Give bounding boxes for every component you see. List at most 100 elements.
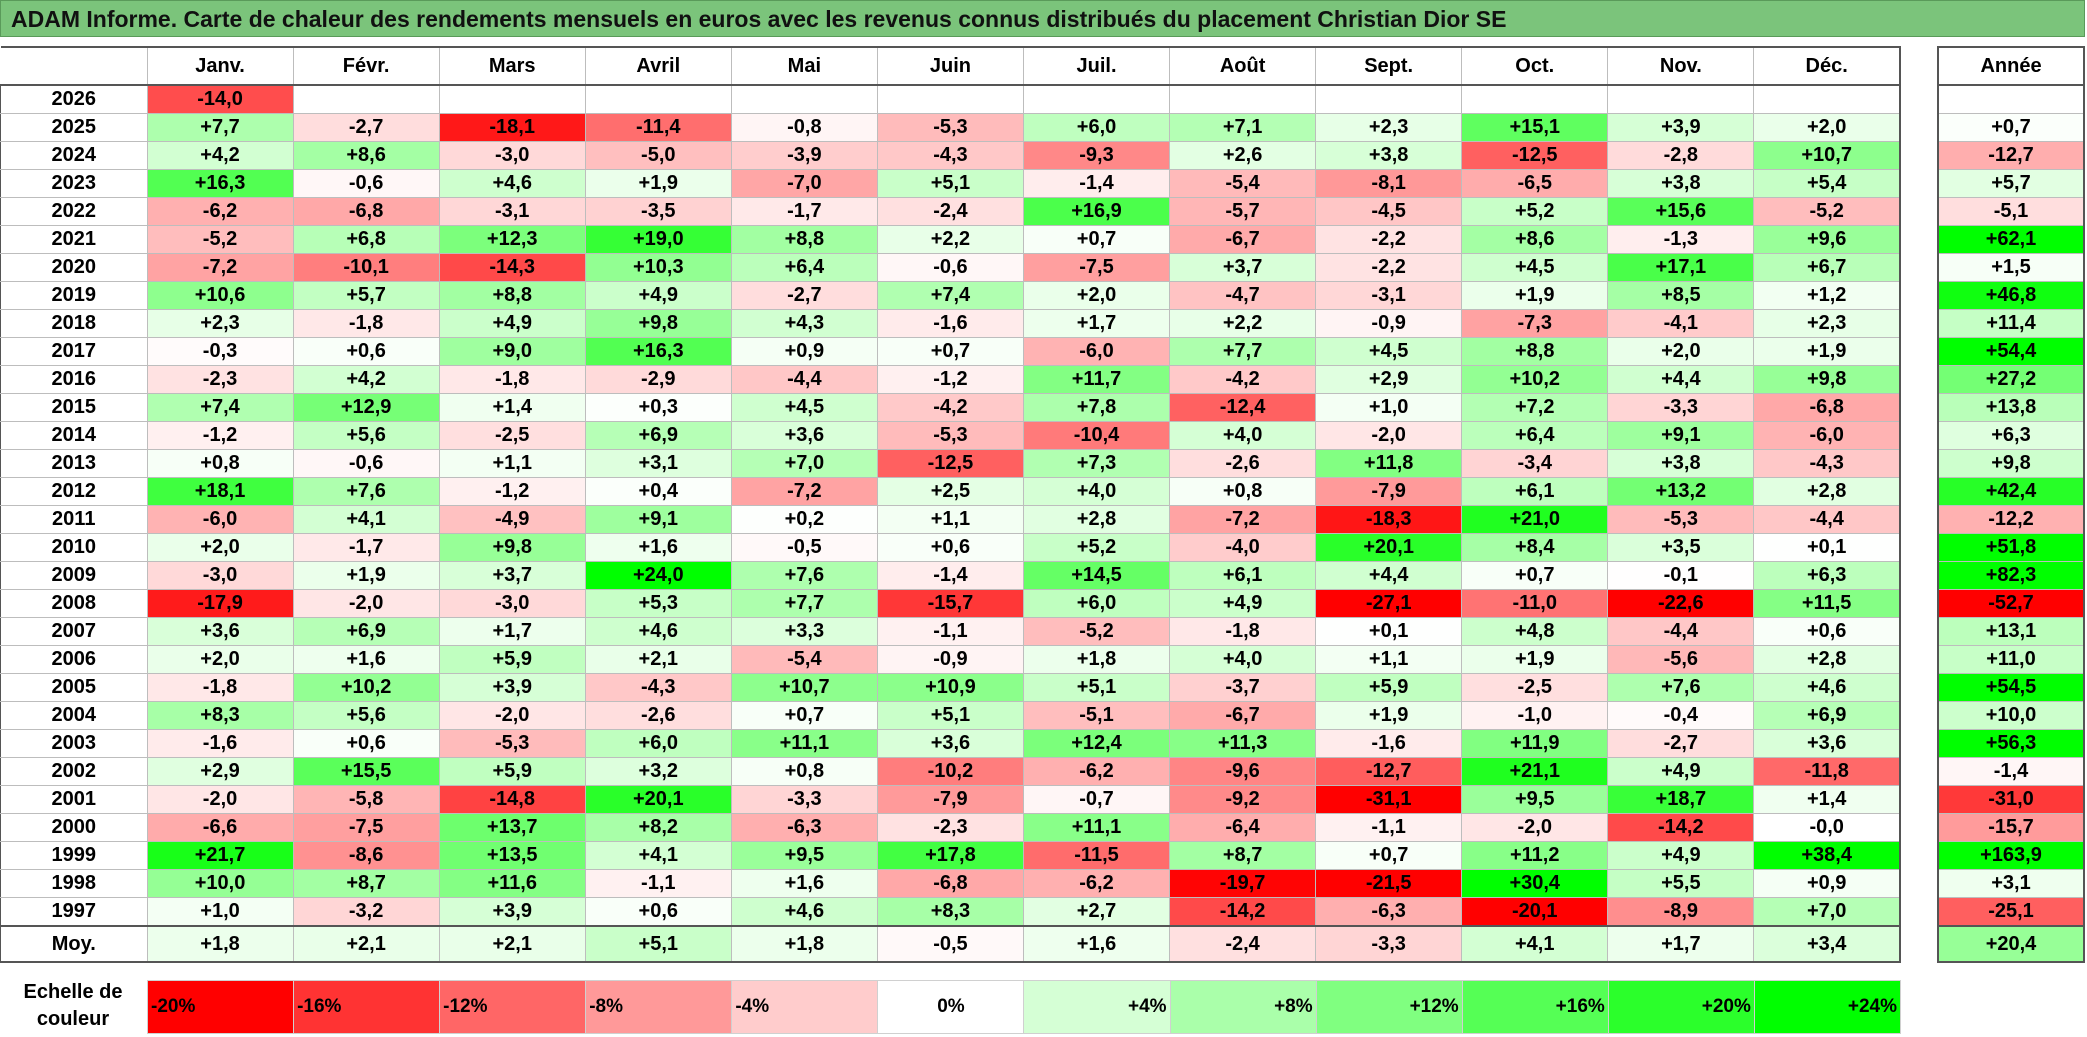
year-label: 2022 xyxy=(0,197,148,226)
annual-row: +11,4 xyxy=(1937,309,2085,338)
month-value-cell: +7,4 xyxy=(876,281,1024,310)
month-value-cell: -5,8 xyxy=(292,785,440,814)
average-value-cell: -3,3 xyxy=(1315,925,1463,963)
year-row: 2020 -7,2 -10,1 -14,3 +10,3 +6,4 -0,6 -7,5 +3,7-… xyxy=(0,253,1902,282)
month-value-cell: +4,9 xyxy=(584,281,732,310)
month-value-cell: -2,0 xyxy=(438,701,586,730)
month-value-cell: -6,0 xyxy=(1022,337,1171,366)
year-label: 2002 xyxy=(0,757,148,786)
month-value-cell: -2,0 xyxy=(1461,813,1609,842)
month-value-cell: +4,9 xyxy=(1607,841,1755,870)
month-value-cell: +4,9 xyxy=(1169,589,1317,618)
month-value-cell: +1,7 xyxy=(438,617,586,646)
annual-value-cell: +82,3 xyxy=(1937,561,2085,590)
annual-value-cell: +9,8 xyxy=(1937,449,2085,478)
month-value-cell: -11,5 xyxy=(1022,841,1171,870)
month-value-cell: -6,2 xyxy=(1022,869,1171,898)
annual-value-cell: +54,4 xyxy=(1937,337,2085,366)
month-value-cell: +1,1 xyxy=(1315,645,1463,674)
month-value-cell: +10,0 xyxy=(146,869,294,898)
month-value-cell: -8,1 xyxy=(1315,169,1463,198)
year-row: 2006 +2,0 +1,6 +5,9 +2,1 -5,4 -0,9 +1,8 +4,0 +1,1… xyxy=(0,645,1902,674)
month-value-cell: +7,6 xyxy=(1607,673,1755,702)
color-scale-step: 0% xyxy=(877,980,1025,1034)
annual-value-cell: +163,9 xyxy=(1937,841,2085,870)
annual-row: -12,7 xyxy=(1937,141,2085,170)
month-value-cell: -3,9 xyxy=(730,141,878,170)
annual-row: +54,5 xyxy=(1937,673,2085,702)
month-value-cell: +14,5 xyxy=(1022,561,1171,590)
month-value-cell: +8,8 xyxy=(730,225,878,254)
month-value-cell: -5,6 xyxy=(1607,645,1755,674)
month-header: Oct. xyxy=(1461,46,1609,86)
month-value-cell: +0,7 xyxy=(1315,841,1463,870)
month-value-cell: +0,7 xyxy=(730,701,878,730)
month-value-cell xyxy=(1607,84,1755,114)
month-value-cell xyxy=(730,84,878,114)
month-value-cell: +8,3 xyxy=(876,897,1024,927)
month-value-cell: +11,1 xyxy=(730,729,878,758)
month-value-cell: +3,2 xyxy=(584,757,732,786)
month-value-cell: +0,9 xyxy=(1753,869,1902,898)
month-header: Sept. xyxy=(1315,46,1463,86)
month-value-cell: -3,0 xyxy=(146,561,294,590)
month-value-cell: +10,2 xyxy=(292,673,440,702)
month-value-cell xyxy=(876,84,1024,114)
month-value-cell: -4,4 xyxy=(1753,505,1902,534)
year-label: 2010 xyxy=(0,533,148,562)
month-header: Févr. xyxy=(292,46,440,86)
annual-value-cell: +0,7 xyxy=(1937,113,2085,142)
month-value-cell: -3,1 xyxy=(438,197,586,226)
annual-row: +82,3 xyxy=(1937,561,2085,590)
month-value-cell: -1,8 xyxy=(292,309,440,338)
month-value-cell: +2,3 xyxy=(1753,309,1902,338)
month-value-cell: +5,9 xyxy=(438,757,586,786)
month-value-cell: -14,2 xyxy=(1607,813,1755,842)
month-value-cell: -5,3 xyxy=(876,421,1024,450)
month-value-cell: -5,2 xyxy=(1753,197,1902,226)
year-label: 2021 xyxy=(0,225,148,254)
month-value-cell: -6,4 xyxy=(1169,813,1317,842)
average-value-cell: +1,8 xyxy=(730,925,878,963)
month-value-cell: -2,3 xyxy=(146,365,294,394)
annual-value-cell xyxy=(1937,84,2085,114)
month-value-cell: -17,9 xyxy=(146,589,294,618)
month-value-cell: +15,6 xyxy=(1607,197,1755,226)
year-row: 2005 -1,8 +10,2 +3,9 -4,3 +10,7 +10,9 +5,1 -3,7 +… xyxy=(0,673,1902,702)
month-value-cell: -2,2 xyxy=(1315,225,1463,254)
month-value-cell: -14,8 xyxy=(438,785,586,814)
annual-row: -15,7 xyxy=(1937,813,2085,842)
year-row: 2001 -2,0 -5,8 -14,8 +20,1 -3,3 -7,9 -0,7 -9,2 -3… xyxy=(0,785,1902,814)
month-value-cell: +7,7 xyxy=(146,113,294,142)
month-value-cell: -0,9 xyxy=(1315,309,1463,338)
annual-row: +3,1 xyxy=(1937,869,2085,898)
month-value-cell: +3,7 xyxy=(438,561,586,590)
month-value-cell: +2,8 xyxy=(1753,477,1902,506)
month-value-cell: +1,6 xyxy=(292,645,440,674)
month-value-cell: +5,2 xyxy=(1022,533,1171,562)
annual-average-row: +20,4 xyxy=(1937,925,2085,963)
annual-table: Année +0,7 -12,7 +5,7 -5,1 +62,1 +1,5 +46,8 +11… xyxy=(1937,46,2085,963)
month-value-cell: +0,8 xyxy=(730,757,878,786)
annual-value-cell: -12,2 xyxy=(1937,505,2085,534)
month-value-cell: -2,3 xyxy=(876,813,1024,842)
year-label: 2013 xyxy=(0,449,148,478)
average-row: Moy. +1,8 +2,1 +2,1 +5,1 +1,8 -0,5 +1,6 -2,4 -3,3… xyxy=(0,925,1902,963)
year-row: 2002 +2,9 +15,5 +5,9 +3,2 +0,8 -10,2 -6,2 -9,6 -1… xyxy=(0,757,1902,786)
month-header: Déc. xyxy=(1753,46,1902,86)
color-scale-step: -20% xyxy=(146,980,295,1034)
annual-row: +5,7 xyxy=(1937,169,2085,198)
month-value-cell: -12,4 xyxy=(1169,393,1317,422)
average-value-cell: +2,1 xyxy=(438,925,586,963)
month-value-cell: +5,3 xyxy=(584,589,732,618)
month-value-cell: -6,0 xyxy=(146,505,294,534)
annual-value-cell: +27,2 xyxy=(1937,365,2085,394)
month-value-cell: +2,9 xyxy=(1315,365,1463,394)
month-value-cell: -10,1 xyxy=(292,253,440,282)
average-value-cell: +3,4 xyxy=(1753,925,1902,963)
month-value-cell: +9,1 xyxy=(1607,421,1755,450)
month-value-cell: +9,0 xyxy=(438,337,586,366)
month-value-cell: +1,1 xyxy=(876,505,1024,534)
month-value-cell: +5,1 xyxy=(1022,673,1171,702)
month-value-cell: -2,0 xyxy=(1315,421,1463,450)
